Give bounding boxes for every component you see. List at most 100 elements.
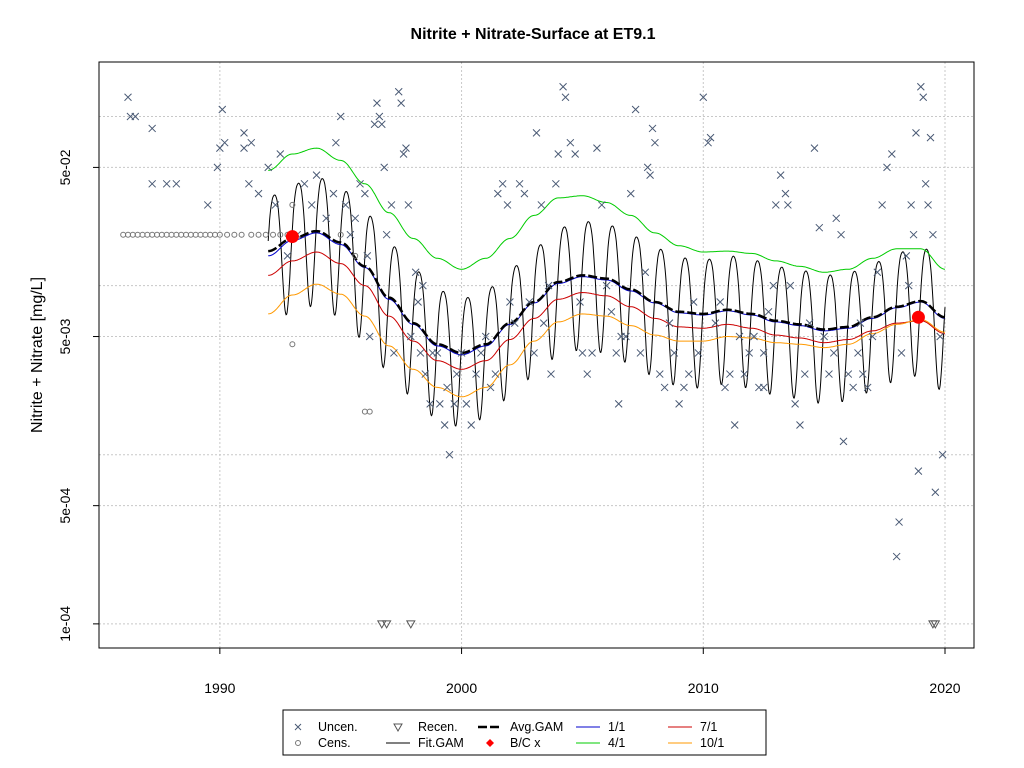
uncensored-point [387,201,396,209]
uncensored-point [346,230,355,239]
uncensored-point [419,281,427,290]
bc-point [285,230,299,244]
uncensored-point [498,179,507,188]
uncensored-point [641,268,650,277]
uncensored-point [375,112,384,121]
uncensored-point [916,82,925,91]
uncensored-point [404,201,413,209]
uncensored-point [472,370,480,378]
uncensored-point [800,370,809,378]
uncensored-point [477,349,485,357]
uncensored-point [336,112,345,121]
legend-label: Cens. [318,736,351,750]
legend-item: B/C x [486,736,541,750]
uncensored-point [684,370,693,378]
legend-box [282,709,767,756]
x-tick-label: 2010 [688,680,719,696]
uncensored-point [247,138,256,147]
uncensored-point [810,144,819,152]
uncensored-point [491,370,500,378]
uncensored-point [172,179,181,188]
uncensored-point [148,179,157,188]
y-axis: 1e-04 5e-04 5e-03 5e-02 [57,149,99,642]
uncensored-point [370,120,379,129]
legend-item: Fit.GAM [386,736,464,750]
uncensored-point [162,179,171,188]
x-tick-label: 2020 [929,680,960,696]
uncensored-point [493,189,502,198]
uncensored-point [612,349,621,357]
uncensored-point [486,383,495,392]
uncensored-point [759,383,768,392]
uncensored-point [240,144,248,152]
uncensored-point [931,488,940,497]
plot-marks [120,82,947,629]
uncensored-point [735,332,744,341]
uncensored-point [406,332,415,341]
recensored-point [376,620,387,629]
uncensored-point [626,189,635,198]
uncensored-point [588,349,596,357]
uncensored-point [929,230,937,239]
uncensored-point [675,399,683,408]
uncensored-point [457,349,466,357]
legend-label: 7/1 [700,720,717,734]
uncensored-point [399,150,408,158]
uncensored-point [781,189,790,198]
uncensored-point [361,189,369,198]
y-tick-label: 1e-04 [57,606,73,642]
uncensored-point [220,138,229,147]
uncensored-point [740,370,749,378]
uncensored-point [771,201,780,209]
uncensored-point [329,189,338,198]
uncensored-point [341,201,350,209]
legend-item: Uncen. [294,720,358,734]
uncensored-point [759,349,768,357]
uncensored-point [631,105,640,114]
uncensored-point [706,133,715,142]
uncensored-point [515,179,524,188]
uncensored-point [539,319,548,327]
uncensored-point [832,214,841,223]
uncensored-point [373,99,381,107]
censored-point [277,231,284,238]
uncensored-point [559,82,567,91]
recensored-point [405,620,416,629]
legend-label: Uncen. [318,720,358,734]
uncensored-point [854,349,862,357]
uncensored-point [902,251,911,260]
uncensored-point [926,133,935,142]
uncensored-point [636,349,645,357]
legend-label: Recen. [418,720,458,734]
x-tick-label: 1990 [204,680,235,696]
series-line-4-1 [268,147,946,273]
uncensored-point [680,383,688,392]
censored-point [231,231,238,238]
uncensored-point [356,179,364,188]
uncensored-point [764,307,773,316]
uncensored-point [421,370,430,378]
uncensored-point [887,150,896,158]
censored-point [270,231,277,238]
uncensored-point [689,298,698,306]
uncensored-point [148,124,157,133]
uncensored-point [397,99,405,107]
uncensored-point [878,201,887,209]
uncensored-point [481,332,490,341]
uncensored-point [711,319,720,327]
legend-item: 4/1 [576,736,625,750]
uncensored-point [433,349,442,357]
uncensored-point [440,421,449,429]
uncensored-point [124,93,132,102]
censored-point [366,408,373,415]
recensored-point [381,620,392,629]
legend-item: Recen. [393,720,458,734]
uncensored-point [651,138,659,147]
uncensored-point [791,399,799,408]
uncensored-point [445,450,454,459]
uncensored-point [646,171,654,179]
uncensored-point [312,171,321,179]
legend-item: 1/1 [576,720,625,734]
uncensored-point [938,450,947,459]
uncensored-point [883,163,891,172]
